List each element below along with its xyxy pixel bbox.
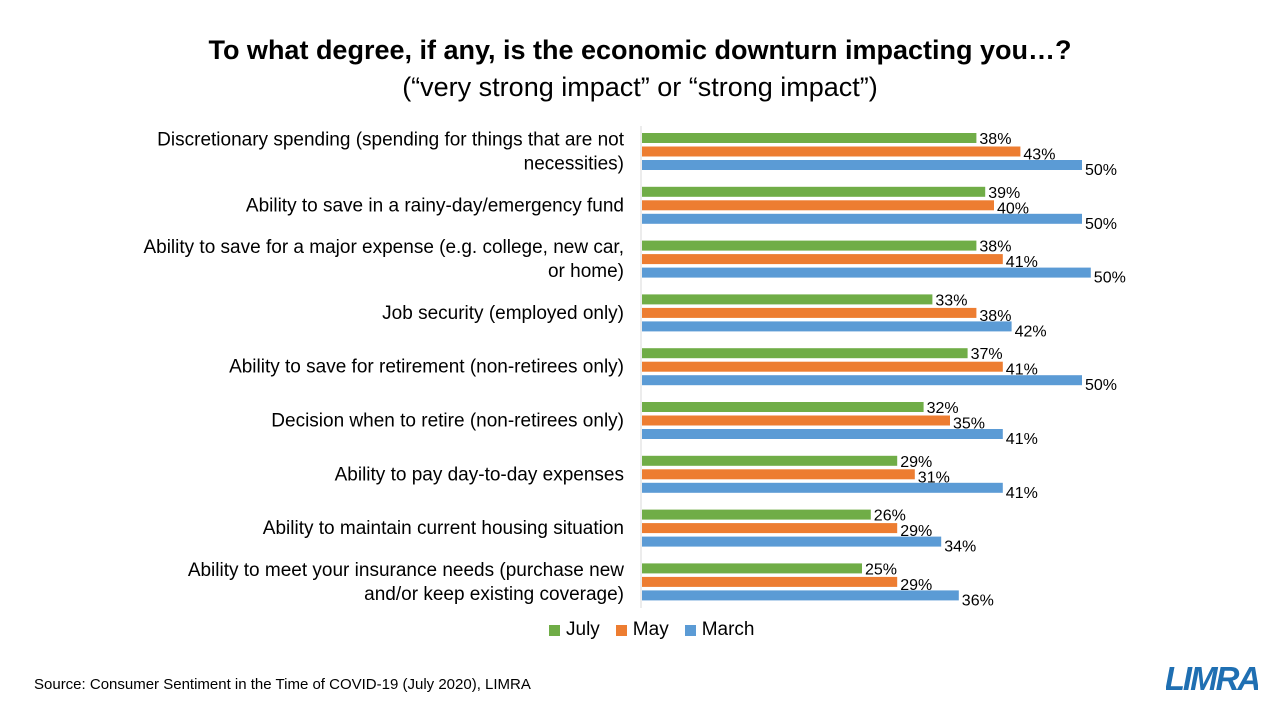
bar-march xyxy=(642,590,959,601)
data-label-march: 41% xyxy=(1006,485,1038,502)
bar-march xyxy=(642,213,1082,224)
bar-july xyxy=(642,133,977,143)
chart-title: To what degree, if any, is the economic … xyxy=(208,35,1072,65)
bar-may xyxy=(642,415,950,426)
bar-march xyxy=(642,160,1082,170)
bar-july xyxy=(642,240,977,251)
legend-swatch-may xyxy=(615,624,627,636)
data-label-july: 25% xyxy=(865,561,897,578)
bar-may xyxy=(642,523,898,534)
category-label: Ability to maintain current housing situ… xyxy=(263,518,624,539)
bar-may xyxy=(642,200,994,211)
bar-march xyxy=(642,482,1003,493)
category-label: or home) xyxy=(548,261,624,282)
bar-july xyxy=(642,402,924,412)
category-label: Ability to save for a major expense (e.g… xyxy=(143,237,624,258)
data-label-march: 50% xyxy=(1085,216,1117,233)
bar-may xyxy=(642,576,898,587)
bar-march xyxy=(642,321,1012,332)
category-label: and/or keep existing coverage) xyxy=(364,584,624,605)
data-label-july: 26% xyxy=(874,508,906,525)
legend-swatch-july xyxy=(549,624,560,636)
bar-july xyxy=(642,455,898,466)
data-label-july: 29% xyxy=(900,454,932,471)
data-label-may: 31% xyxy=(918,469,950,486)
data-label-may: 43% xyxy=(1023,147,1055,164)
limra-logo: LIMRA xyxy=(1166,660,1258,694)
data-label-july: 37% xyxy=(971,346,1003,363)
legend-label-july: July xyxy=(566,619,600,640)
data-label-march: 42% xyxy=(1015,323,1047,340)
category-label: Job security (employed only) xyxy=(382,303,624,324)
legend-swatch-march xyxy=(684,624,696,636)
legend-label-march: March xyxy=(701,619,755,640)
data-label-march: 50% xyxy=(1094,270,1126,287)
bars-layer: Discretionary spending (spending for thi… xyxy=(143,130,1125,610)
data-label-march: 41% xyxy=(1006,431,1038,448)
legend-item-july: July xyxy=(549,619,600,641)
bar-march xyxy=(642,375,1082,386)
category-label: Decision when to retire (non-retirees on… xyxy=(271,411,624,432)
data-label-may: 41% xyxy=(1006,254,1038,271)
category-label: Ability to save in a rainy-day/emergency… xyxy=(246,195,624,216)
category-label: Discretionary spending (spending for thi… xyxy=(157,130,625,151)
bar-july xyxy=(642,186,986,197)
bar-july xyxy=(642,563,862,574)
bar-july xyxy=(642,509,871,520)
data-label-july: 38% xyxy=(979,131,1011,148)
data-label-march: 50% xyxy=(1085,162,1117,179)
bar-march xyxy=(642,429,1003,439)
source-note: Source: Consumer Sentiment in the Time o… xyxy=(34,676,531,693)
category-label: Ability to save for retirement (non-reti… xyxy=(229,357,624,378)
bar-may xyxy=(642,361,1003,372)
bar-may xyxy=(642,146,1021,157)
data-label-may: 35% xyxy=(953,416,985,433)
data-label-march: 34% xyxy=(944,539,976,556)
data-label-may: 40% xyxy=(997,200,1029,217)
bar-march xyxy=(642,267,1091,278)
chart-subtitle: (“very strong impact” or “strong impact”… xyxy=(402,72,878,102)
data-label-may: 29% xyxy=(900,523,932,540)
data-label-may: 38% xyxy=(979,308,1011,325)
bar-may xyxy=(642,307,977,318)
data-label-march: 50% xyxy=(1085,377,1117,394)
data-label-july: 38% xyxy=(979,239,1011,256)
legend-item-may: May xyxy=(615,619,669,641)
svg-text:LIMRA: LIMRA xyxy=(1166,660,1258,694)
category-label: Ability to pay day-to-day expenses xyxy=(335,464,624,485)
data-label-may: 41% xyxy=(1006,362,1038,379)
bar-may xyxy=(642,469,915,480)
data-label-july: 39% xyxy=(988,185,1020,202)
bar-july xyxy=(642,348,968,359)
data-label-march: 36% xyxy=(962,592,994,609)
data-label-july: 32% xyxy=(927,400,959,417)
legend: July May March xyxy=(549,619,755,641)
bar-march xyxy=(642,536,942,547)
data-label-july: 33% xyxy=(935,292,967,309)
legend-label-may: May xyxy=(632,619,669,640)
category-label: necessities) xyxy=(524,154,624,175)
category-label: Ability to meet your insurance needs (pu… xyxy=(188,560,624,581)
bar-july xyxy=(642,294,933,305)
legend-item-march: March xyxy=(684,619,755,641)
bar-may xyxy=(642,254,1003,265)
data-label-may: 29% xyxy=(900,577,932,594)
